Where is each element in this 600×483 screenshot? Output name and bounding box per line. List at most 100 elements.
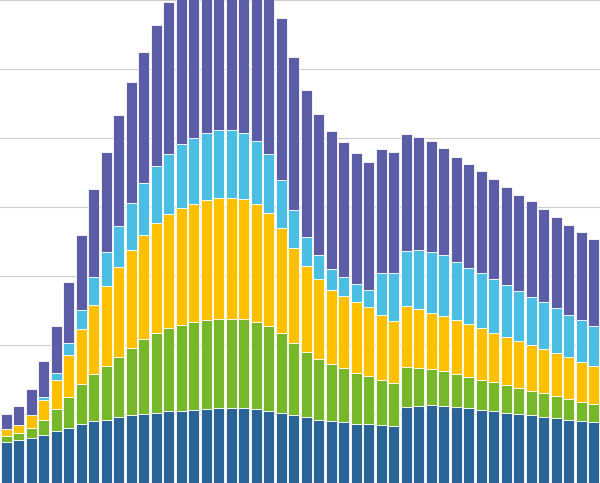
Bar (451, 320, 462, 374)
Bar (138, 52, 149, 183)
Bar (451, 407, 462, 483)
Bar (226, 319, 237, 409)
Bar (125, 203, 137, 250)
Bar (200, 320, 212, 409)
Bar (138, 414, 149, 483)
Bar (151, 166, 162, 223)
Bar (151, 333, 162, 412)
Bar (538, 209, 550, 302)
Bar (238, 319, 250, 409)
Bar (13, 425, 25, 433)
Bar (326, 290, 337, 364)
Bar (76, 235, 87, 310)
Bar (200, 133, 212, 200)
Bar (463, 324, 475, 377)
Bar (388, 272, 400, 321)
Bar (238, 0, 250, 133)
Bar (63, 343, 74, 355)
Bar (463, 409, 475, 483)
Bar (251, 322, 262, 409)
Bar (263, 326, 274, 411)
Bar (513, 388, 524, 414)
Bar (463, 268, 475, 324)
Bar (513, 195, 524, 291)
Bar (163, 411, 175, 483)
Bar (388, 321, 400, 383)
Bar (125, 82, 137, 203)
Bar (101, 152, 112, 252)
Bar (425, 313, 437, 369)
Bar (101, 366, 112, 420)
Bar (526, 201, 537, 297)
Bar (500, 385, 512, 412)
Bar (188, 138, 199, 203)
Bar (563, 357, 574, 399)
Bar (88, 277, 100, 305)
Bar (275, 333, 287, 412)
Bar (13, 406, 25, 425)
Bar (251, 0, 262, 141)
Bar (488, 179, 499, 279)
Bar (26, 415, 37, 428)
Bar (438, 371, 449, 406)
Bar (551, 353, 562, 396)
Bar (476, 328, 487, 380)
Bar (251, 204, 262, 322)
Bar (463, 164, 475, 268)
Bar (263, 154, 274, 213)
Bar (313, 359, 325, 420)
Bar (188, 0, 199, 138)
Bar (63, 428, 74, 483)
Bar (63, 397, 74, 428)
Bar (500, 187, 512, 285)
Bar (476, 410, 487, 483)
Bar (376, 314, 387, 380)
Bar (275, 180, 287, 228)
Bar (101, 252, 112, 286)
Bar (1, 414, 12, 429)
Bar (50, 409, 62, 431)
Bar (176, 208, 187, 325)
Bar (138, 235, 149, 340)
Bar (163, 154, 175, 214)
Bar (451, 156, 462, 261)
Bar (413, 137, 424, 251)
Bar (338, 369, 349, 422)
Bar (538, 302, 550, 349)
Bar (413, 368, 424, 406)
Bar (438, 148, 449, 256)
Bar (326, 269, 337, 290)
Bar (288, 248, 299, 343)
Bar (401, 407, 412, 483)
Bar (338, 142, 349, 277)
Bar (513, 291, 524, 341)
Bar (1, 436, 12, 441)
Bar (275, 228, 287, 333)
Bar (513, 414, 524, 483)
Bar (38, 420, 49, 435)
Bar (488, 279, 499, 333)
Bar (563, 399, 574, 420)
Bar (363, 162, 374, 290)
Bar (26, 428, 37, 438)
Bar (151, 412, 162, 483)
Bar (275, 412, 287, 483)
Bar (301, 90, 312, 237)
Bar (575, 421, 587, 483)
Bar (63, 282, 74, 343)
Bar (526, 345, 537, 391)
Bar (213, 319, 224, 409)
Bar (301, 266, 312, 352)
Bar (563, 420, 574, 483)
Bar (513, 341, 524, 388)
Bar (376, 273, 387, 314)
Bar (176, 0, 187, 144)
Bar (263, 0, 274, 154)
Bar (451, 374, 462, 407)
Bar (538, 393, 550, 417)
Bar (526, 391, 537, 415)
Bar (50, 373, 62, 380)
Bar (76, 425, 87, 483)
Bar (438, 406, 449, 483)
Bar (313, 420, 325, 483)
